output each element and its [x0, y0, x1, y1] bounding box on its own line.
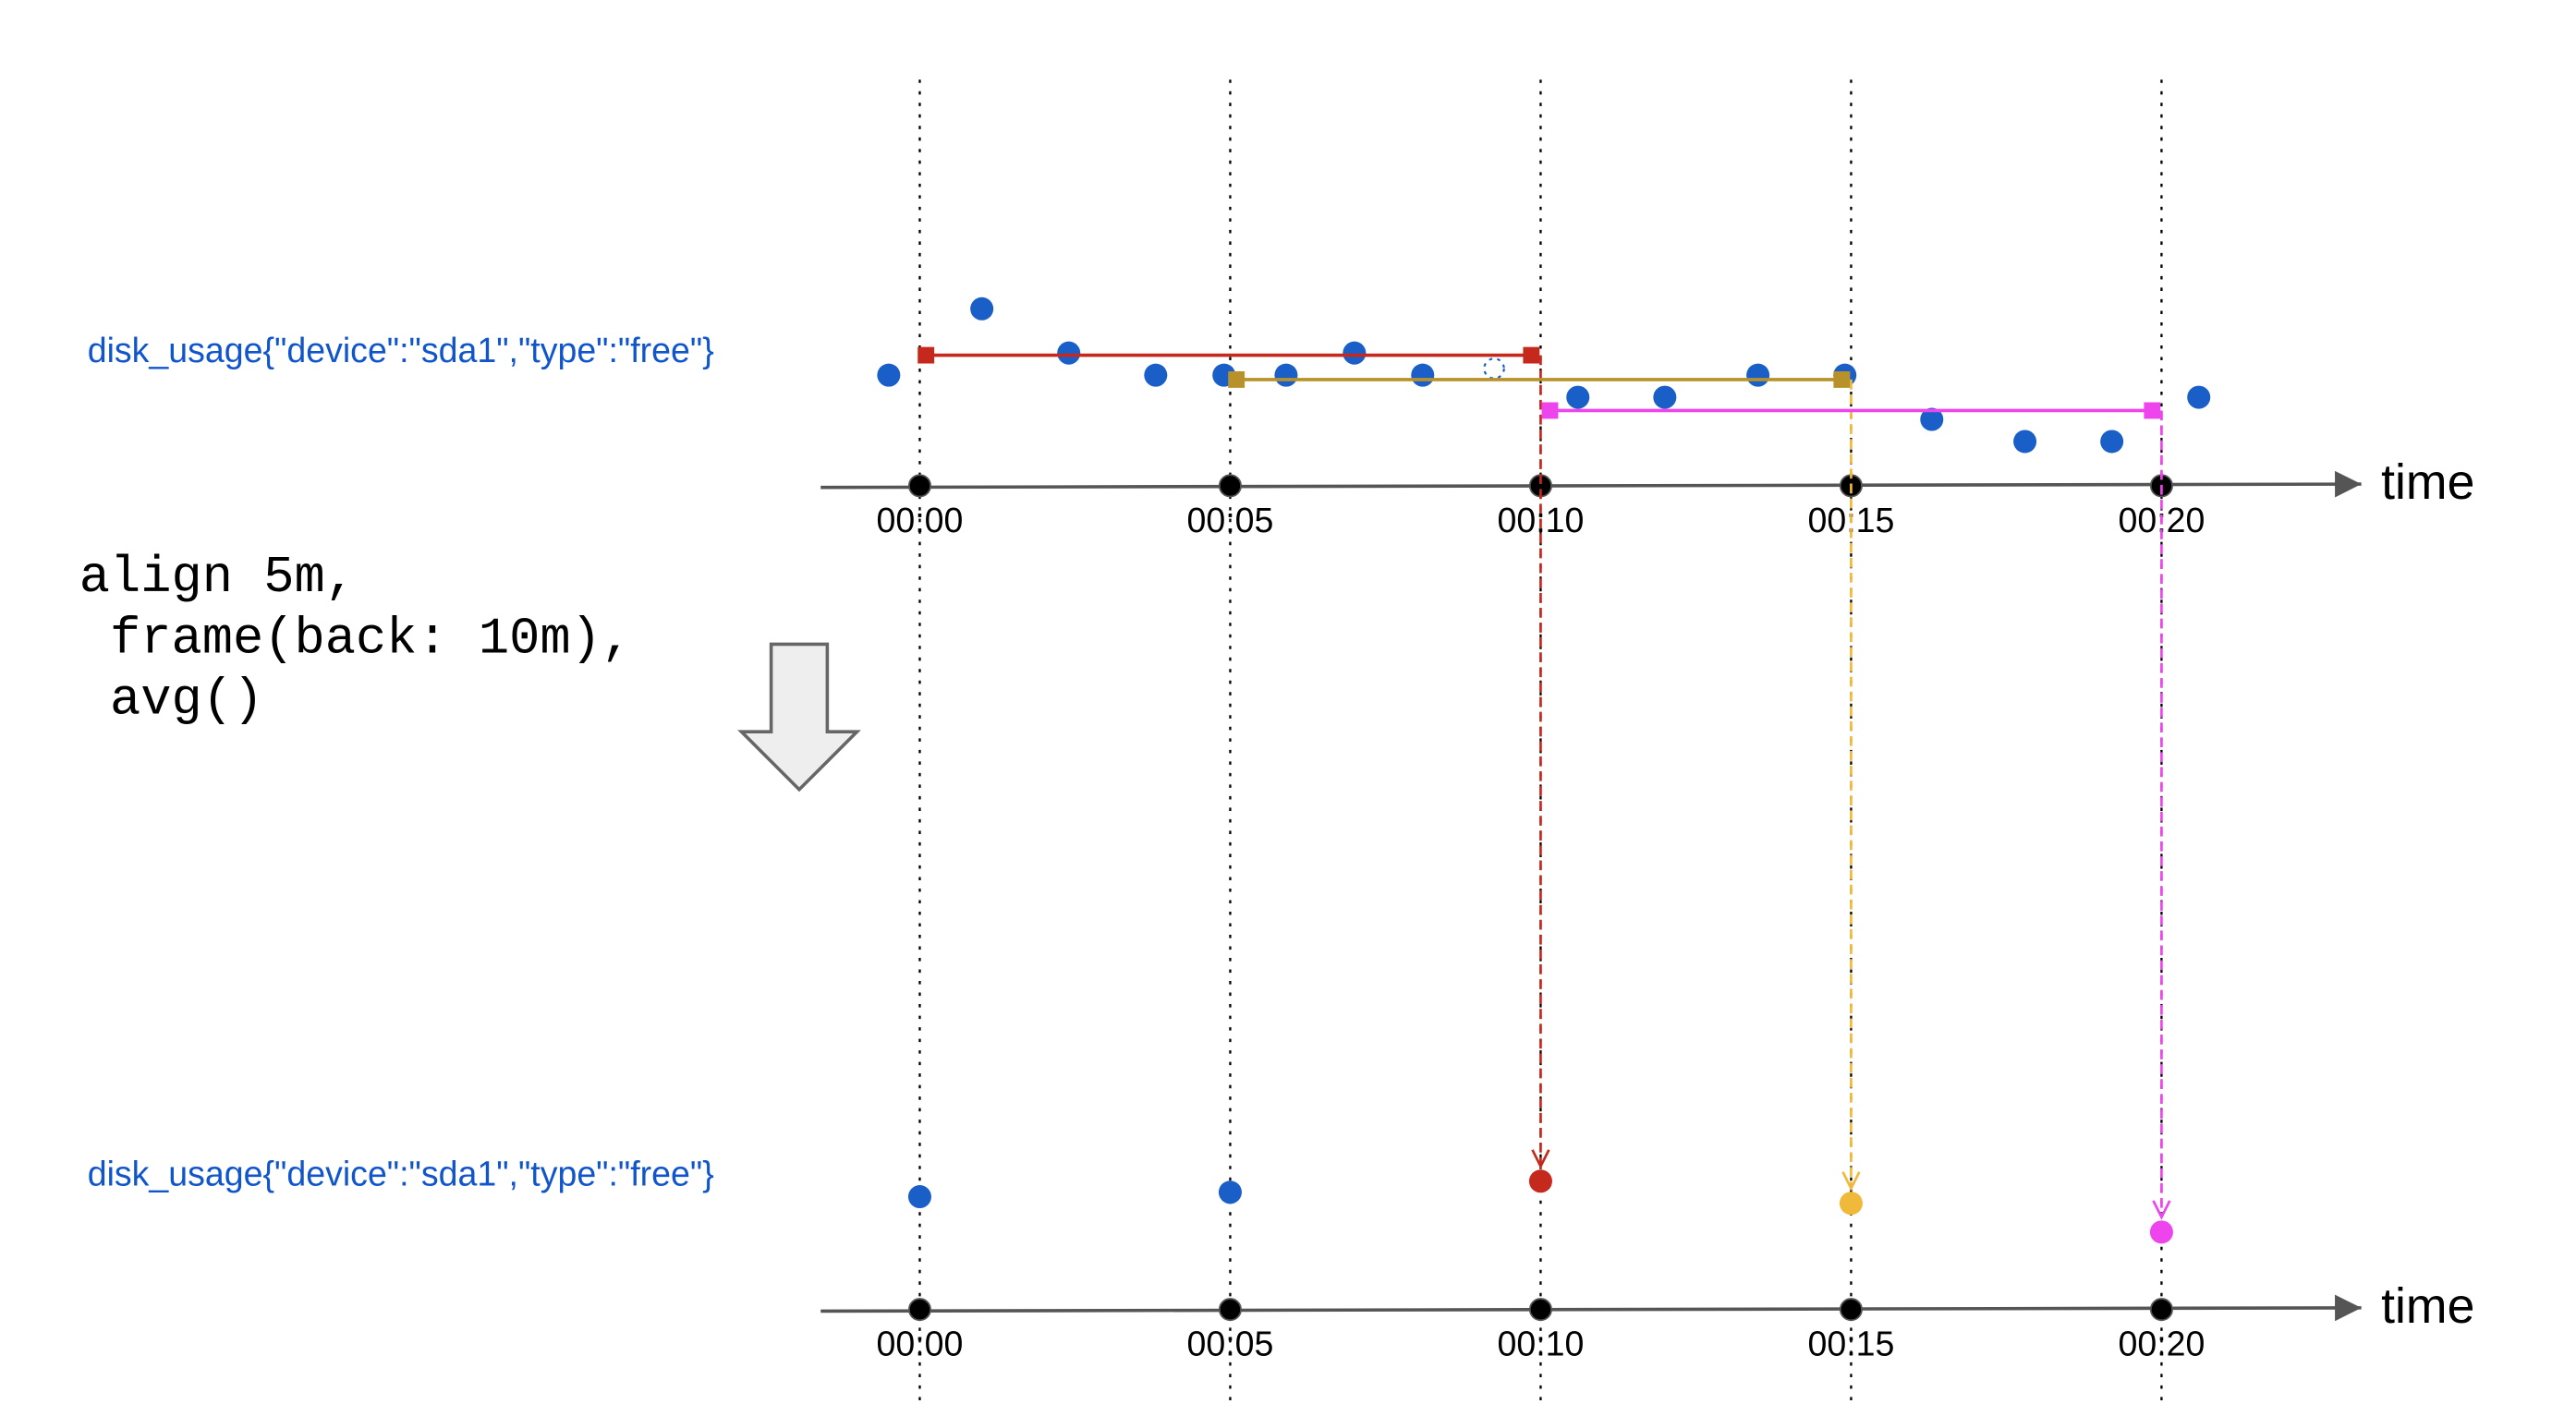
arrow-head-icon	[2152, 1200, 2171, 1220]
output-series-label: disk_usage{"device":"sda1","type":"free"…	[88, 1155, 714, 1193]
tick-marker	[2149, 1298, 2173, 1322]
tick-label: 00:20	[2118, 1325, 2205, 1363]
data-point	[2187, 385, 2211, 409]
data-point	[1920, 407, 1944, 431]
code-line-3: avg()	[79, 672, 263, 730]
code-line-1: align 5m,	[79, 549, 356, 607]
tick-marker	[1839, 1298, 1863, 1322]
window-end-marker	[2144, 402, 2161, 419]
time-axis-top	[820, 470, 2362, 498]
tick-label: 00:00	[877, 501, 964, 539]
code-line-2: frame(back: 10m),	[79, 610, 632, 668]
output-point	[907, 1185, 931, 1209]
data-point	[1057, 341, 1081, 365]
window-start-marker	[1541, 402, 1559, 419]
arrow-head-icon	[1841, 1171, 1861, 1192]
window-end-marker	[1833, 370, 1851, 388]
data-point	[1144, 363, 1168, 387]
data-point	[1411, 363, 1435, 387]
data-point	[1274, 363, 1298, 387]
window-start-marker	[917, 346, 935, 364]
axis-label-top: time	[2381, 454, 2474, 510]
data-point	[1746, 363, 1770, 387]
tick-label: 00:15	[1807, 1325, 1894, 1363]
axis-label-bottom: time	[2381, 1278, 2474, 1334]
output-point	[2149, 1220, 2173, 1244]
arrow-head-icon	[1531, 1149, 1550, 1169]
tick-marker	[907, 474, 931, 498]
data-point	[877, 363, 901, 387]
data-point	[1566, 385, 1590, 409]
tick-marker	[1218, 1298, 1242, 1322]
tick-label: 00:05	[1187, 1325, 1274, 1363]
output-point	[1839, 1192, 1863, 1216]
ghost-point	[1483, 357, 1505, 380]
window-end-marker	[1523, 346, 1540, 364]
input-series-label: disk_usage{"device":"sda1","type":"free"…	[88, 331, 714, 369]
time-axis-bottom	[820, 1294, 2362, 1322]
data-point	[1653, 385, 1677, 409]
tick-label: 00:05	[1187, 501, 1274, 539]
output-point	[1528, 1169, 1552, 1193]
tick-marker	[907, 1298, 931, 1322]
output-point	[1218, 1180, 1242, 1204]
tick-label: 00:10	[1497, 1325, 1584, 1363]
window-start-marker	[1228, 370, 1245, 388]
data-point	[1343, 341, 1367, 365]
data-point	[970, 297, 994, 321]
data-point	[2013, 430, 2037, 454]
down-arrow-icon	[737, 642, 861, 793]
tick-marker	[1528, 1298, 1552, 1322]
data-point	[2100, 430, 2124, 454]
tick-marker	[1218, 474, 1242, 498]
tick-label: 00:00	[877, 1325, 964, 1363]
